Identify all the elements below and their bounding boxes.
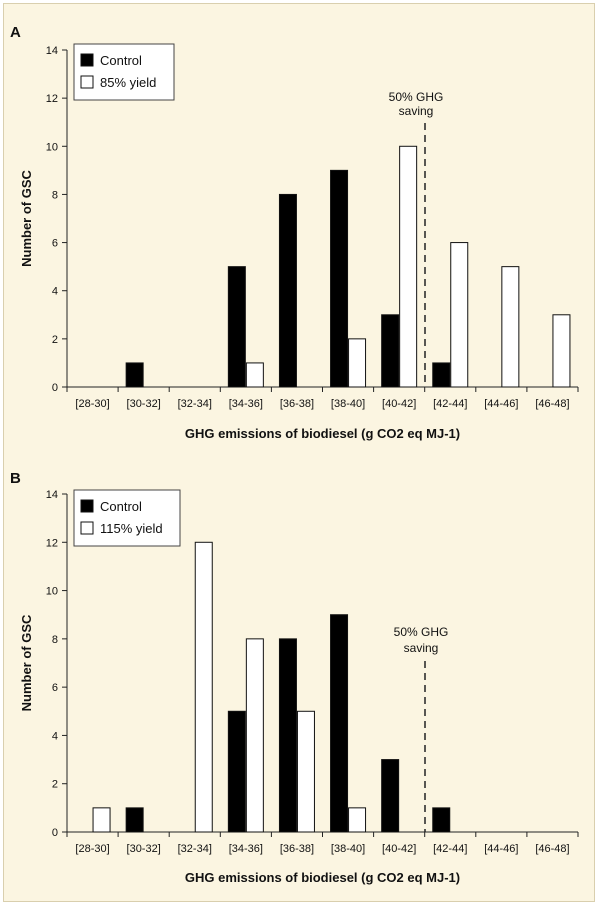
bar-control-4 [278, 193, 297, 388]
threshold-label-line1: 50% GHG [394, 625, 449, 639]
bar-yield-3 [245, 362, 264, 388]
y-tick-label: 6 [52, 682, 58, 694]
x-tick-label: [46-48] [535, 843, 569, 855]
x-tick-label: [28-30] [75, 843, 109, 855]
chart-panel-b: B 0 2 4 6 8 10 12 14 [28-30] [30-32] [32-34] [34-36]… [10, 470, 579, 885]
y-tick-label: 6 [52, 238, 58, 250]
x-tick-label: [40-42] [382, 843, 416, 855]
y-tick-label: 2 [52, 779, 58, 791]
bar-control-6 [381, 314, 400, 388]
legend: Control 85% yield [73, 43, 175, 101]
x-tick-label: [36-38] [280, 398, 314, 410]
bar-yield-3 [245, 638, 264, 833]
x-tick-label: [34-36] [229, 398, 263, 410]
bar-control-7 [432, 807, 451, 833]
bar-control-7 [432, 362, 451, 388]
bar-control-1 [125, 362, 144, 388]
bar-yield-5 [348, 338, 367, 388]
x-axis-title: GHG emissions of biodiesel (g CO2 eq MJ-… [185, 426, 460, 441]
legend-label-1: 115% yield [100, 521, 163, 536]
bar-control-1 [125, 807, 144, 833]
x-tick-label: [28-30] [75, 398, 109, 410]
y-tick-label: 10 [46, 586, 58, 598]
bar-control-4 [278, 638, 297, 833]
legend-label-1: 85% yield [100, 75, 156, 90]
x-tick-label: [36-38] [280, 843, 314, 855]
legend-swatch-0 [80, 53, 94, 67]
bar-yield-5 [348, 807, 367, 833]
y-tick-label: 0 [52, 382, 58, 394]
bar-yield-7 [450, 242, 469, 388]
x-tick-label: [32-34] [178, 398, 212, 410]
bar-control-5 [330, 169, 349, 388]
x-tick-label: [42-44] [433, 398, 467, 410]
x-tick-label: [40-42] [382, 398, 416, 410]
legend-swatch-0 [80, 499, 94, 513]
y-tick-label: 12 [46, 93, 58, 105]
x-tick-label: [46-48] [535, 398, 569, 410]
y-tick-label: 4 [52, 286, 58, 298]
legend-swatch-1 [80, 521, 94, 535]
y-tick-label: 14 [46, 45, 58, 57]
legend-label-0: Control [100, 499, 142, 514]
x-tick-label: [44-46] [484, 398, 518, 410]
bar-control-3 [227, 710, 246, 833]
x-tick-label: [42-44] [433, 843, 467, 855]
y-axis-title: Number of GSC [19, 170, 34, 267]
bar-control-6 [381, 759, 400, 833]
bar-yield-4 [296, 710, 315, 833]
bar-yield-9 [552, 314, 571, 388]
bar-yield-6 [399, 145, 418, 388]
legend-box [73, 43, 175, 101]
x-tick-label: [34-36] [229, 843, 263, 855]
x-tick-label: [32-34] [178, 843, 212, 855]
y-tick-label: 4 [52, 730, 58, 742]
x-tick-label: [30-32] [127, 398, 161, 410]
x-tick-label: [38-40] [331, 398, 365, 410]
threshold-label-line2: saving [404, 641, 439, 655]
legend-label-0: Control [100, 53, 142, 68]
y-tick-label: 8 [52, 189, 58, 201]
chart-panel-a: A 0 2 4 6 8 10 12 14 [28-30] [30-32] [32-34] [34-36]… [10, 24, 579, 441]
y-tick-label: 2 [52, 334, 58, 346]
x-tick-label: [30-32] [127, 843, 161, 855]
legend-swatch-1 [80, 75, 94, 89]
y-tick-label: 14 [46, 489, 58, 501]
y-tick-label: 8 [52, 634, 58, 646]
bar-yield-2 [194, 541, 213, 833]
bar-control-5 [330, 614, 349, 833]
x-tick-label: [38-40] [331, 843, 365, 855]
threshold-label-line1: 50% GHG [389, 90, 444, 104]
y-tick-label: 12 [46, 537, 58, 549]
panel-letter: A [10, 24, 21, 41]
y-tick-label: 0 [52, 827, 58, 839]
threshold-label-line2: saving [399, 104, 434, 118]
x-axis-title: GHG emissions of biodiesel (g CO2 eq MJ-… [185, 870, 460, 885]
y-tick-label: 10 [46, 141, 58, 153]
legend-box [73, 489, 181, 547]
y-axis-title: Number of GSC [19, 614, 34, 711]
bar-yield-8 [501, 266, 520, 388]
bar-control-3 [227, 266, 246, 388]
x-tick-label: [44-46] [484, 843, 518, 855]
legend: Control 115% yield [73, 489, 181, 547]
panel-letter: B [10, 470, 21, 487]
bar-yield-0 [92, 807, 111, 833]
